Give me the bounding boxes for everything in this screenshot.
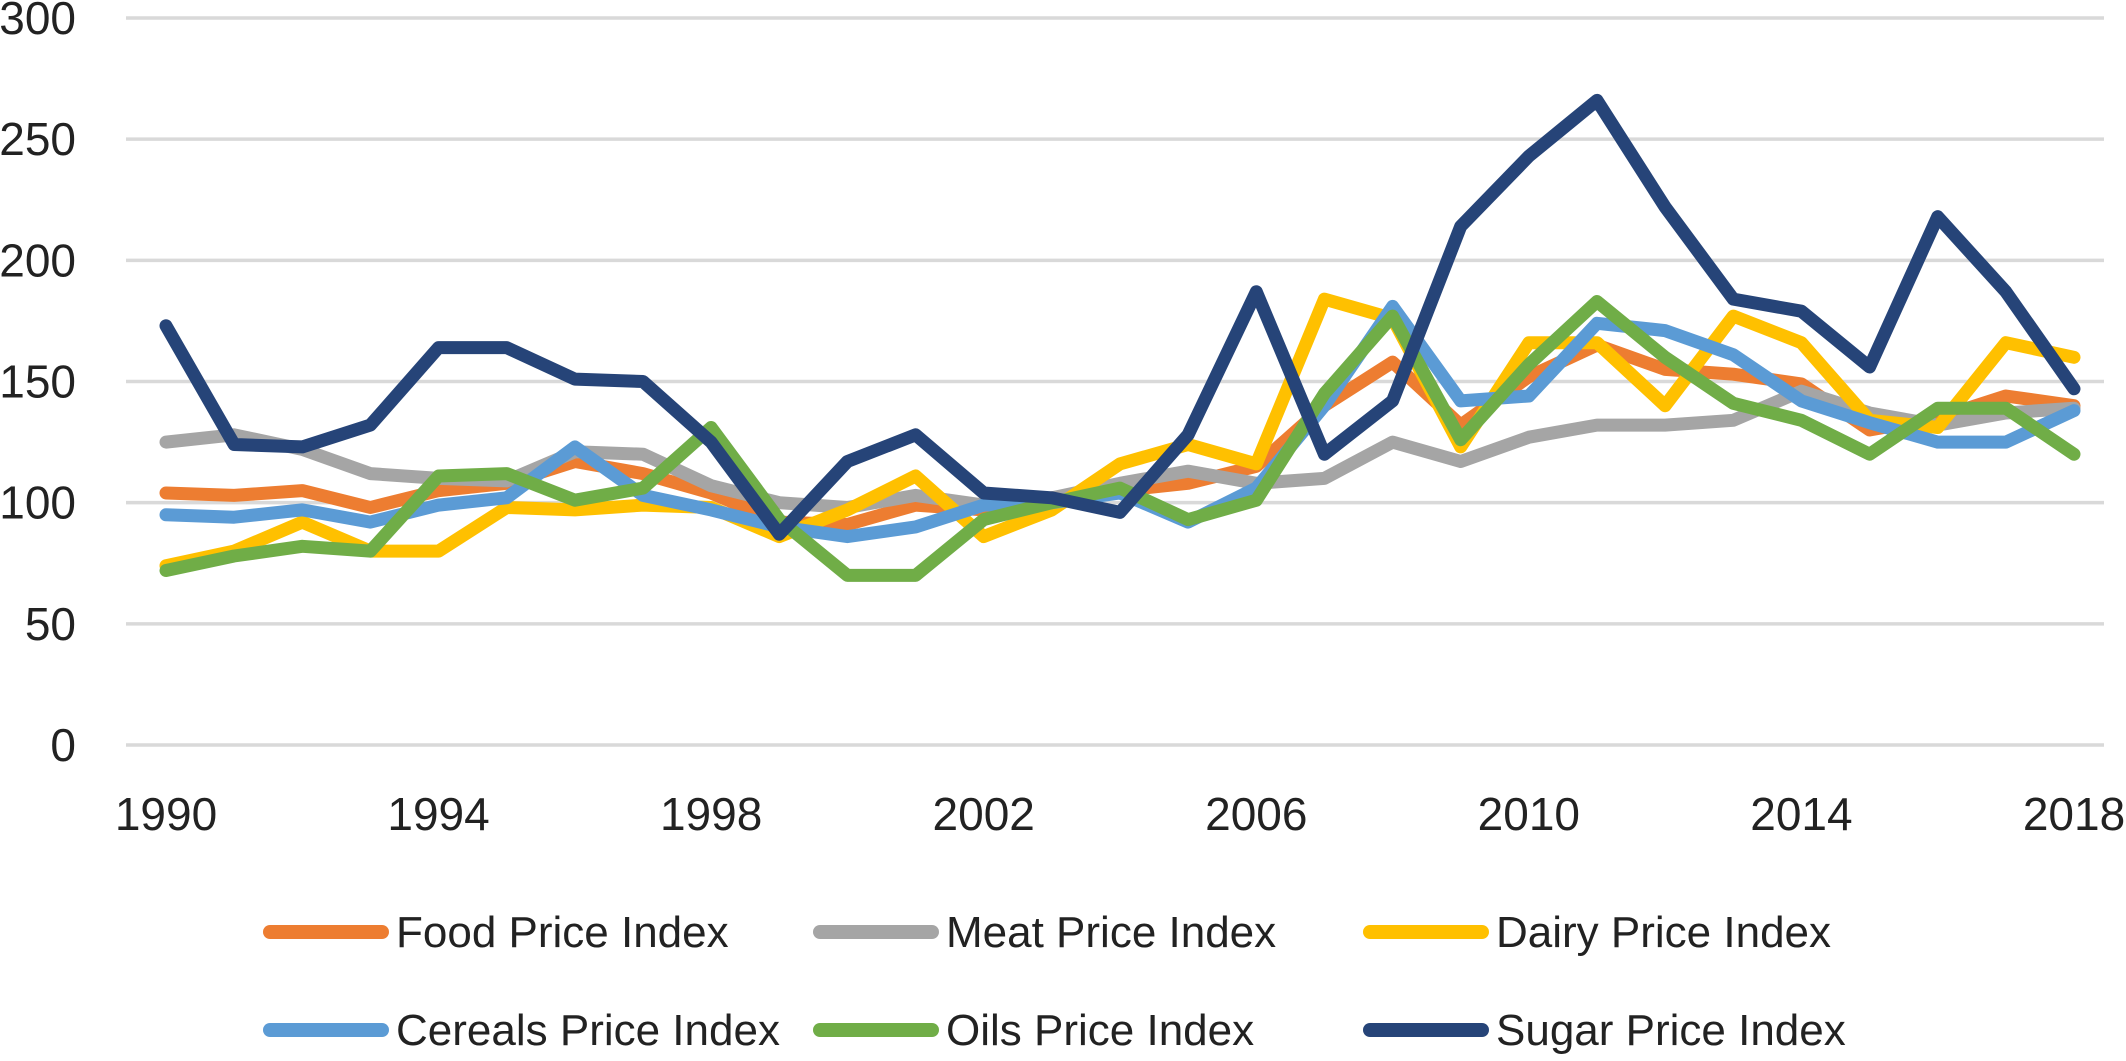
series-lines <box>159 93 2081 582</box>
y-tick-label: 150 <box>0 356 76 408</box>
legend-entry-cereals-price-index: Cereals Price Index <box>263 1006 780 1055</box>
legend-label: Dairy Price Index <box>1496 908 1831 957</box>
series-line-oils-price-index <box>159 295 2081 582</box>
legend-label: Cereals Price Index <box>396 1006 780 1055</box>
x-axis-tick-labels: 1990 1994 1998 2002 2006 2010 2014 2018 <box>115 788 2125 840</box>
legend-entry-oils-price-index: Oils Price Index <box>813 1006 1254 1055</box>
legend-label: Food Price Index <box>396 908 729 957</box>
y-tick-label: 200 <box>0 234 76 286</box>
x-tick-label: 2006 <box>1205 788 1307 840</box>
legend-label: Meat Price Index <box>946 908 1276 957</box>
legend-entry-sugar-price-index: Sugar Price Index <box>1363 1006 1846 1055</box>
y-tick-label: 0 <box>50 719 76 771</box>
legend: Food Price Index Meat Price Index Dairy Pr… <box>263 908 1846 1055</box>
y-tick-label: 250 <box>0 113 76 165</box>
x-tick-label: 1994 <box>387 788 489 840</box>
series-line-sugar-price-index <box>159 93 2081 541</box>
x-tick-label: 2014 <box>1750 788 1852 840</box>
legend-entry-dairy-price-index: Dairy Price Index <box>1363 908 1831 957</box>
legend-entry-food-price-index: Food Price Index <box>263 908 729 957</box>
y-axis-tick-labels: 0 50 100 150 200 250 300 <box>0 0 76 771</box>
series-line-dairy-price-index <box>159 292 2081 573</box>
x-tick-label: 1998 <box>660 788 762 840</box>
x-tick-label: 2010 <box>1478 788 1580 840</box>
x-tick-label: 2018 <box>2023 788 2125 840</box>
legend-label: Oils Price Index <box>946 1006 1254 1055</box>
y-tick-label: 50 <box>25 598 76 650</box>
legend-entry-meat-price-index: Meat Price Index <box>813 908 1276 957</box>
y-tick-label: 100 <box>0 477 76 529</box>
x-tick-label: 2002 <box>933 788 1035 840</box>
x-tick-label: 1990 <box>115 788 217 840</box>
legend-label: Sugar Price Index <box>1496 1006 1846 1055</box>
y-tick-label: 300 <box>0 0 76 44</box>
